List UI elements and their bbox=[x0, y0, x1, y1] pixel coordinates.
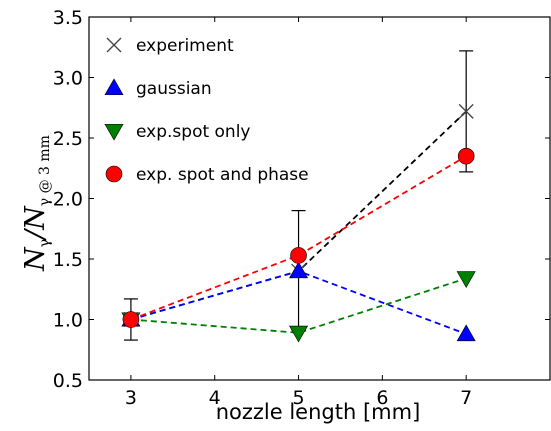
legend: experiment gaussian exp.spot only exp. spot… bbox=[104, 36, 309, 185]
y-tick-label: 2.0 bbox=[53, 189, 83, 211]
legend-marker-triangle-down bbox=[104, 123, 124, 141]
y-tick-label: 1.0 bbox=[53, 310, 83, 332]
data-point-triangle-down bbox=[456, 271, 476, 288]
x-tick-label: 7 bbox=[460, 387, 472, 409]
data-point-triangle-up bbox=[289, 261, 309, 279]
ylabel-slash: / bbox=[20, 227, 51, 242]
legend-marker-x-stroke bbox=[106, 37, 122, 53]
legend-label: experiment bbox=[136, 36, 234, 56]
y-tick-label: 0.5 bbox=[53, 370, 83, 392]
legend-label: gaussian bbox=[136, 79, 212, 99]
y-axis-label: Nγ/Nγ @ 3 mm bbox=[20, 135, 53, 272]
data-point-x bbox=[458, 103, 474, 119]
y-tick-label: 1.5 bbox=[53, 249, 83, 271]
data-point-circle bbox=[290, 247, 307, 264]
data-point-x-stroke bbox=[458, 103, 474, 119]
svg-text:Nγ/Nγ @ 3 mm: Nγ/Nγ @ 3 mm bbox=[20, 135, 53, 272]
x-tick-label: 3 bbox=[125, 387, 137, 409]
legend-label: exp.spot only bbox=[136, 122, 251, 142]
data-point-triangle-down bbox=[289, 325, 309, 343]
ylabel-den-sub: γ @ 3 mm bbox=[37, 135, 53, 206]
ylabel-main: N bbox=[20, 246, 51, 272]
data-point-circle bbox=[122, 311, 140, 328]
legend-label: exp. spot and phase bbox=[136, 165, 309, 185]
x-tick-label: 6 bbox=[376, 387, 388, 409]
y-tick-label: 3.5 bbox=[53, 7, 83, 29]
ylabel-sub: γ bbox=[37, 239, 53, 247]
data-point-triangle-up bbox=[456, 324, 476, 342]
legend-marker-circle bbox=[105, 165, 123, 183]
ylabel-den: N bbox=[20, 205, 51, 231]
legend-marker-triangle-up bbox=[104, 78, 124, 96]
y-tick-label: 2.5 bbox=[53, 128, 83, 150]
legend-marker-x bbox=[106, 37, 122, 53]
y-tick-label: 3.0 bbox=[53, 68, 83, 90]
x-tick-label: 5 bbox=[292, 387, 304, 409]
series-line bbox=[130, 277, 467, 334]
x-axis-label: nozzle length [mm] bbox=[216, 400, 421, 424]
series-layer bbox=[121, 50, 476, 343]
ticks: 3 4 5 6 7 0.5 1.0 1.5 2.0 2.5 3.0 3.5 bbox=[53, 7, 550, 409]
x-tick-label: 4 bbox=[209, 387, 221, 409]
data-point-circle bbox=[457, 147, 475, 165]
